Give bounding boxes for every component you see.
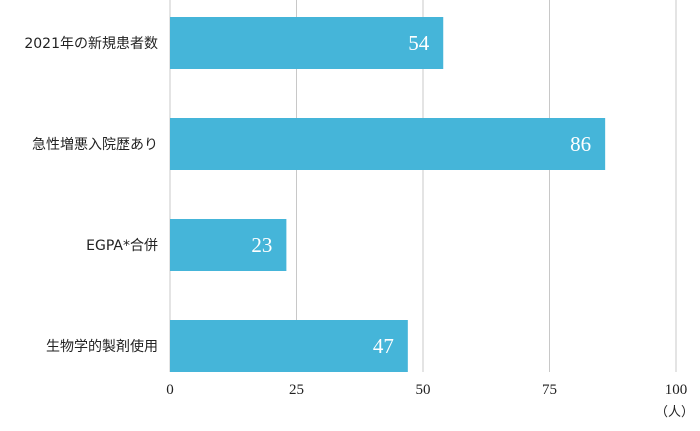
bars bbox=[170, 17, 606, 372]
x-tick-label: 50 bbox=[416, 382, 431, 398]
category-label: 2021年の新規患者数 bbox=[24, 36, 158, 52]
x-tick-label: 25 bbox=[289, 382, 304, 398]
category-label: 急性増悪入院歴あり bbox=[32, 137, 158, 153]
value-labels: 54 86 23 47 bbox=[251, 31, 591, 358]
x-axis-tick-labels: 0 25 50 75 100 bbox=[166, 382, 687, 398]
bar bbox=[170, 219, 287, 271]
bar-value-label: 86 bbox=[570, 132, 591, 156]
bar-value-label: 54 bbox=[408, 31, 430, 55]
x-tick-label: 0 bbox=[166, 382, 174, 398]
bar-value-label: 47 bbox=[373, 334, 394, 358]
bar-value-label: 23 bbox=[251, 233, 272, 257]
bar bbox=[170, 17, 444, 69]
bar bbox=[170, 320, 408, 372]
x-tick-label: 100 bbox=[665, 382, 688, 398]
category-label: EGPA*合併 bbox=[86, 238, 158, 254]
bar bbox=[170, 118, 606, 170]
x-axis-unit-label: （人） bbox=[655, 405, 694, 420]
category-label: 生物学的製剤使用 bbox=[46, 338, 158, 355]
x-tick-label: 75 bbox=[542, 382, 557, 398]
